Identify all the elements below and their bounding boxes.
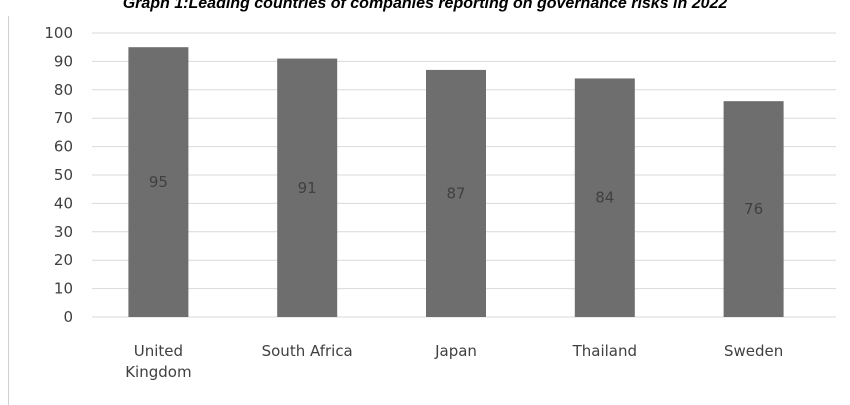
bar-value-label: 84 xyxy=(595,189,614,207)
bars xyxy=(128,47,784,318)
category-label: Sweden xyxy=(724,342,783,360)
y-tick-label: 60 xyxy=(54,138,73,156)
category-label: South Africa xyxy=(262,342,353,360)
y-tick-label: 50 xyxy=(54,166,73,184)
bar-value-label: 95 xyxy=(149,173,168,191)
category-label: Japan xyxy=(434,342,477,360)
x-axis-categories: United Kingdom South Africa Japan Thailand Sw… xyxy=(125,342,783,381)
y-axis-ticks: 0 10 20 30 40 50 60 70 80 90 100 xyxy=(44,24,73,326)
bar-value-label: 91 xyxy=(298,179,317,197)
y-tick-label: 0 xyxy=(63,308,73,326)
category-label: Thailand xyxy=(572,342,637,360)
bar-value-label: 76 xyxy=(744,200,763,218)
y-tick-label: 100 xyxy=(44,24,73,42)
chart-title: Graph 1:Leading countries of companies r… xyxy=(122,0,728,12)
y-tick-label: 10 xyxy=(54,280,73,298)
bar-value-label: 87 xyxy=(446,184,465,202)
y-tick-label: 40 xyxy=(54,194,73,212)
y-tick-label: 70 xyxy=(54,109,73,127)
bar xyxy=(277,58,338,318)
category-label: United Kingdom xyxy=(125,342,191,381)
y-tick-label: 90 xyxy=(54,52,73,70)
bar xyxy=(426,69,486,317)
y-tick-label: 20 xyxy=(54,251,73,269)
bar xyxy=(574,78,635,317)
y-tick-label: 30 xyxy=(54,223,73,241)
chart-frame xyxy=(8,16,850,405)
bar xyxy=(128,47,189,317)
bar xyxy=(723,101,784,317)
data-labels: 95 91 87 84 76 xyxy=(149,173,763,218)
y-tick-label: 80 xyxy=(54,81,73,99)
